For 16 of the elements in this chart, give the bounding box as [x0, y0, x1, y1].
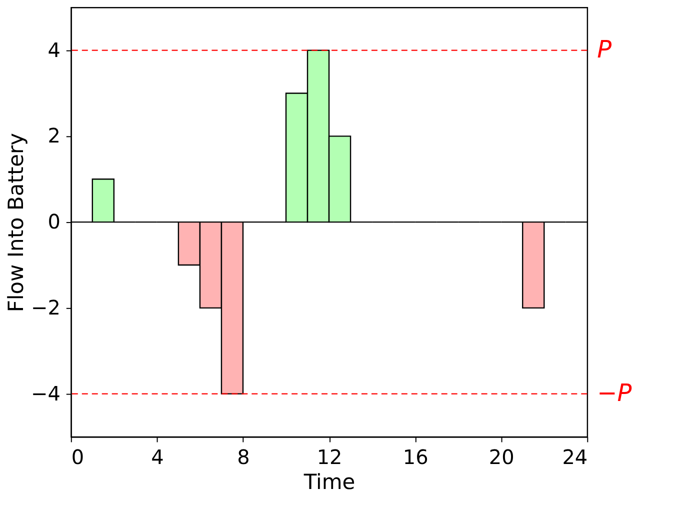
x-axis-title: Time [302, 470, 356, 494]
y-tick-label: −2 [30, 295, 60, 320]
y-tick-label: 4 [48, 38, 60, 62]
x-tick-label: 20 [488, 445, 514, 470]
y-tick-label: −4 [30, 381, 60, 406]
y-axis-title: Flow Into Battery [4, 132, 28, 312]
x-tick-label: 16 [402, 445, 428, 470]
y-tick-label: 2 [48, 124, 60, 148]
x-tick-label: 24 [562, 445, 588, 470]
x-tick-label: 4 [151, 445, 164, 470]
x-tick-label: 12 [316, 445, 342, 470]
y-tick-label: 0 [48, 210, 60, 234]
x-tick-label: 8 [237, 445, 250, 470]
x-tick-label: 0 [71, 445, 84, 470]
ref-line-label: P [597, 35, 612, 64]
ref-line-label: −P [597, 378, 632, 407]
